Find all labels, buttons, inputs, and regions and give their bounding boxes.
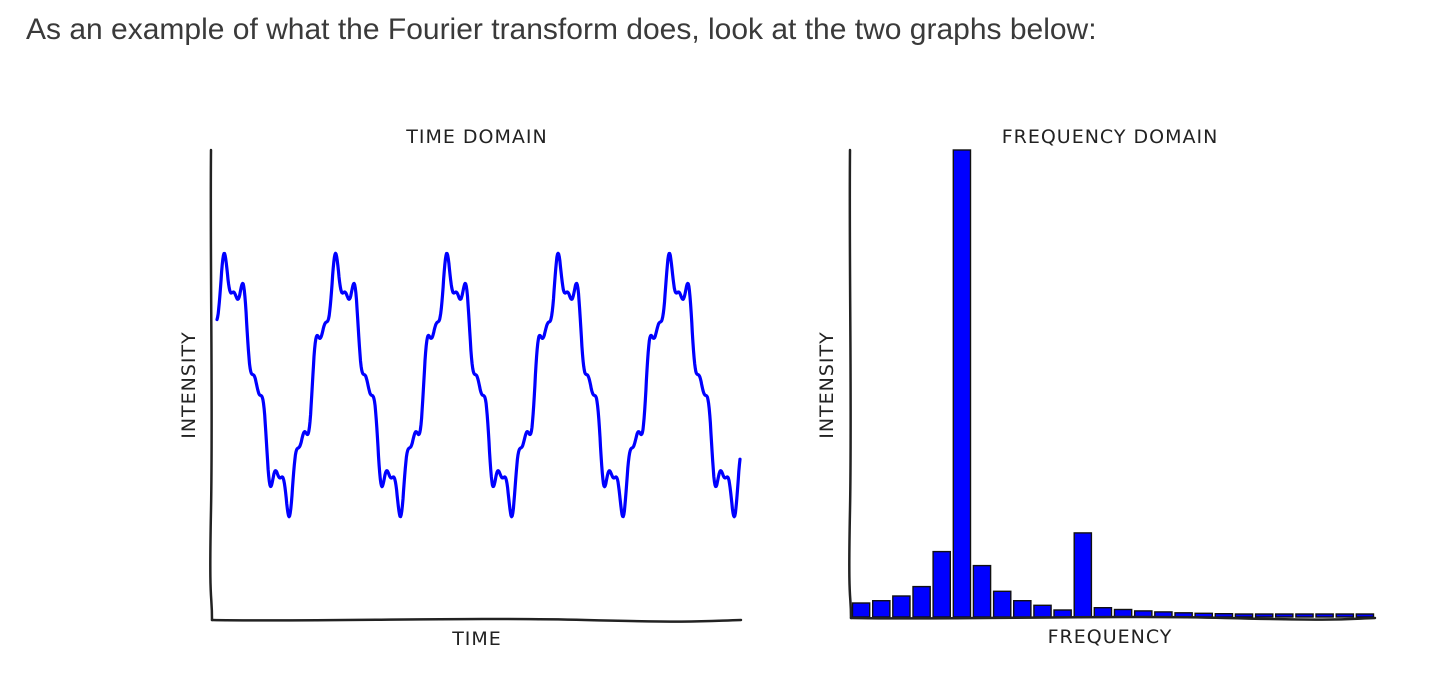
time-domain-chart: TIME DOMAIN TIME INTENSITY bbox=[178, 126, 743, 650]
freq-y-label: INTENSITY bbox=[816, 331, 838, 439]
intro-paragraph: As an example of what the Fourier transf… bbox=[26, 13, 1097, 46]
frequency-domain-chart: FREQUENCY DOMAIN FREQUENCY INTENSITY bbox=[816, 126, 1377, 648]
frequency-bar bbox=[932, 550, 952, 618]
frequency-bar bbox=[871, 600, 891, 618]
frequency-bar bbox=[1113, 608, 1133, 618]
frequency-bar bbox=[992, 590, 1012, 618]
time-y-axis bbox=[209, 148, 214, 622]
frequency-bar bbox=[1275, 613, 1294, 618]
freq-y-axis bbox=[848, 148, 853, 620]
frequency-bars bbox=[851, 149, 1375, 618]
frequency-bar bbox=[1295, 613, 1314, 618]
frequency-bar bbox=[1053, 609, 1072, 618]
frequency-bar bbox=[1214, 613, 1234, 618]
frequency-bar bbox=[972, 564, 992, 618]
time-domain-title: TIME DOMAIN bbox=[405, 126, 547, 148]
frequency-bar bbox=[1073, 532, 1093, 618]
frequency-bar bbox=[1234, 613, 1254, 618]
time-x-label: TIME bbox=[451, 628, 502, 650]
frequency-domain-title: FREQUENCY DOMAIN bbox=[1002, 126, 1219, 148]
time-y-label: INTENSITY bbox=[178, 331, 200, 439]
frequency-bar bbox=[851, 602, 871, 618]
frequency-bar bbox=[1033, 604, 1052, 618]
freq-x-label: FREQUENCY bbox=[1048, 626, 1173, 648]
time-signal-line bbox=[215, 251, 742, 519]
frequency-bar bbox=[952, 149, 972, 618]
frequency-bar bbox=[1254, 613, 1274, 618]
frequency-bar bbox=[912, 585, 931, 618]
frequency-bar bbox=[1315, 613, 1334, 618]
frequency-bar bbox=[1335, 613, 1355, 618]
frequency-bar bbox=[1012, 600, 1032, 618]
freq-x-axis bbox=[849, 615, 1377, 621]
frequency-bar bbox=[1355, 613, 1375, 618]
frequency-bar bbox=[892, 595, 911, 618]
frequency-bar bbox=[1093, 607, 1113, 618]
time-x-axis bbox=[210, 617, 743, 623]
